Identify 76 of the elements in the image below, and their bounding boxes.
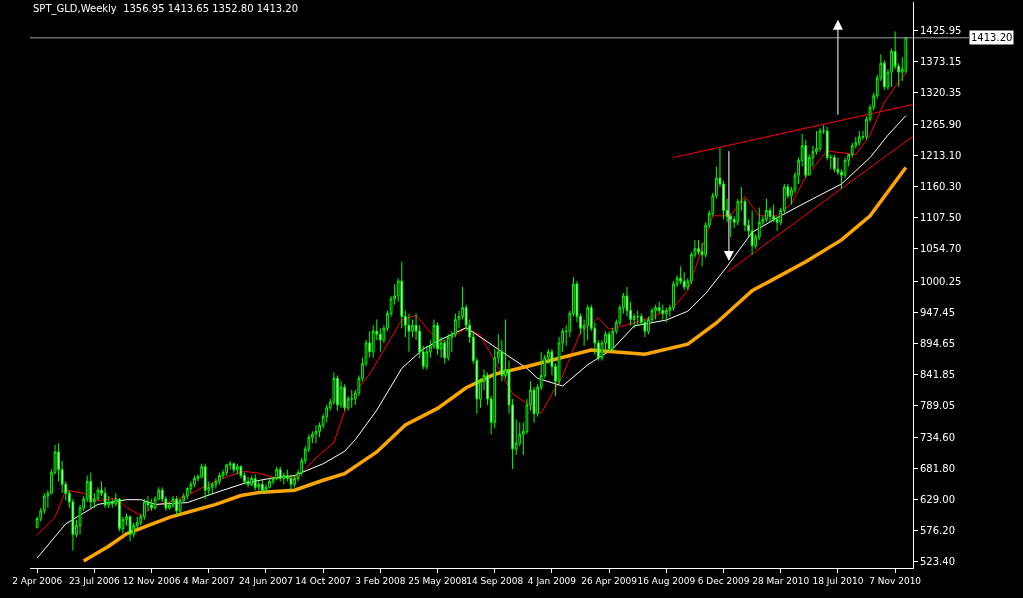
y-tick-label: 576.20 xyxy=(920,525,955,537)
candlestick xyxy=(336,374,339,412)
candlestick xyxy=(736,198,740,226)
y-tick-label: 1054.70 xyxy=(920,243,962,255)
y-tick-label: 1425.95 xyxy=(920,24,962,36)
candlestick xyxy=(275,466,279,481)
candlestick xyxy=(314,424,318,444)
y-tick-label: 789.05 xyxy=(920,399,955,411)
x-tick-label: 18 Jul 2010 xyxy=(812,575,864,586)
candlestick xyxy=(657,301,661,315)
candlestick xyxy=(278,466,282,482)
candlestick xyxy=(225,463,228,477)
candlestick xyxy=(654,304,657,320)
candlestick xyxy=(268,477,271,489)
x-tick-label: 26 Apr 2009 xyxy=(581,575,638,586)
candlestick xyxy=(250,475,254,487)
candlestick xyxy=(407,313,411,353)
candlestick xyxy=(118,497,121,532)
candlestick xyxy=(446,333,450,362)
candlestick xyxy=(203,463,207,500)
candlestick xyxy=(818,127,822,153)
y-tick-label: 841.85 xyxy=(920,368,955,380)
candlestick xyxy=(661,304,665,320)
ref-line-label: 1413.20 xyxy=(971,32,1013,43)
candlestick xyxy=(246,476,250,488)
y-tick-label: 523.40 xyxy=(920,556,955,568)
x-tick-label: 16 Aug 2009 xyxy=(637,575,696,586)
x-tick-label: 3 Feb 2008 xyxy=(355,575,406,586)
candlestick xyxy=(664,307,668,323)
x-tick-label: 2 Apr 2006 xyxy=(12,575,63,586)
candlestick xyxy=(832,154,836,173)
candlestick xyxy=(175,495,178,517)
y-tick-label: 1373.15 xyxy=(920,55,962,67)
candlestick xyxy=(350,389,354,409)
candlestick xyxy=(232,462,236,474)
chart-title: SPT_GLD,Weekly 1356.95 1413.65 1352.80 1413.20 xyxy=(33,3,299,15)
y-tick-label: 1107.50 xyxy=(920,212,962,224)
candlestick xyxy=(643,318,647,338)
candlestick xyxy=(607,330,611,353)
y-tick-label: 947.45 xyxy=(920,306,955,318)
candlestick xyxy=(253,473,257,491)
candlestick xyxy=(260,479,264,494)
candlestick xyxy=(150,498,153,512)
x-tick-label: 25 May 2008 xyxy=(408,575,468,586)
x-tick-label: 4 Jan 2009 xyxy=(527,575,577,586)
y-tick-label: 734.60 xyxy=(920,431,955,443)
x-tick-label: 23 Jul 2006 xyxy=(68,575,121,586)
x-tick-label: 28 Mar 2010 xyxy=(752,575,810,586)
candlestick xyxy=(210,482,214,494)
y-tick-label: 894.65 xyxy=(920,337,955,349)
candlestick xyxy=(858,130,861,147)
candlestick xyxy=(436,321,439,356)
y-tick-label: 1320.35 xyxy=(920,87,962,98)
x-tick-label: 6 Dec 2009 xyxy=(697,575,750,586)
x-tick-label: 12 Nov 2006 xyxy=(122,575,181,586)
line-series xyxy=(81,165,908,563)
y-tick-label: 629.00 xyxy=(920,494,955,506)
y-tick-label: 1160.30 xyxy=(920,181,962,193)
candlestick xyxy=(214,477,218,489)
y-tick-label: 1000.25 xyxy=(920,275,962,287)
y-tick-label: 1213.10 xyxy=(920,150,962,162)
candlestick xyxy=(765,198,768,223)
candlestick xyxy=(128,515,132,542)
candlestick xyxy=(89,472,93,509)
candlestick xyxy=(636,310,640,326)
candlestick xyxy=(750,210,754,256)
x-tick-label: 14 Sep 2008 xyxy=(466,575,524,586)
candlestick xyxy=(235,463,239,475)
y-tick-label: 681.80 xyxy=(920,463,955,475)
x-tick-label: 14 Oct 2007 xyxy=(295,575,351,586)
x-tick-label: 7 Nov 2010 xyxy=(869,575,922,586)
candlestick xyxy=(343,383,346,412)
candlestick xyxy=(218,472,221,485)
x-tick-label: 24 Jun 2007 xyxy=(238,575,294,586)
x-tick-label: 4 Mar 2007 xyxy=(183,575,235,586)
y-tick-label: 1265.90 xyxy=(920,119,962,131)
